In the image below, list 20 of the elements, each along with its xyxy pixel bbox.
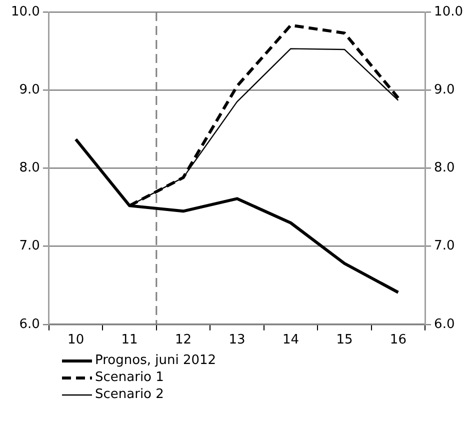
y-tick-label: 9.0 (19, 82, 40, 98)
x-tick-label: 14 (282, 332, 300, 348)
y2-tick-label: 9.0 (434, 82, 455, 98)
y2-tick-label: 10.0 (434, 4, 464, 20)
y-tick-label: 6.0 (19, 316, 40, 332)
legend-label: Prognos, juni 2012 (95, 353, 216, 368)
x-tick-label: 11 (121, 332, 138, 348)
x-tick-label: 16 (390, 332, 406, 348)
y-tick-label: 7.0 (19, 238, 40, 254)
y2-tick-label: 7.0 (434, 238, 455, 254)
y-tick-label: 10.0 (10, 4, 40, 20)
legend-label: Scenario 2 (95, 387, 164, 402)
x-tick-label: 15 (336, 332, 353, 348)
y2-tick-label: 8.0 (434, 160, 455, 176)
x-tick-label: 12 (174, 332, 192, 348)
y2-tick-label: 6.0 (434, 316, 455, 332)
x-tick-label: 10 (68, 332, 84, 348)
legend-label: Scenario 1 (95, 370, 164, 385)
x-tick-label: 13 (228, 332, 246, 348)
y-tick-label: 8.0 (19, 160, 40, 176)
